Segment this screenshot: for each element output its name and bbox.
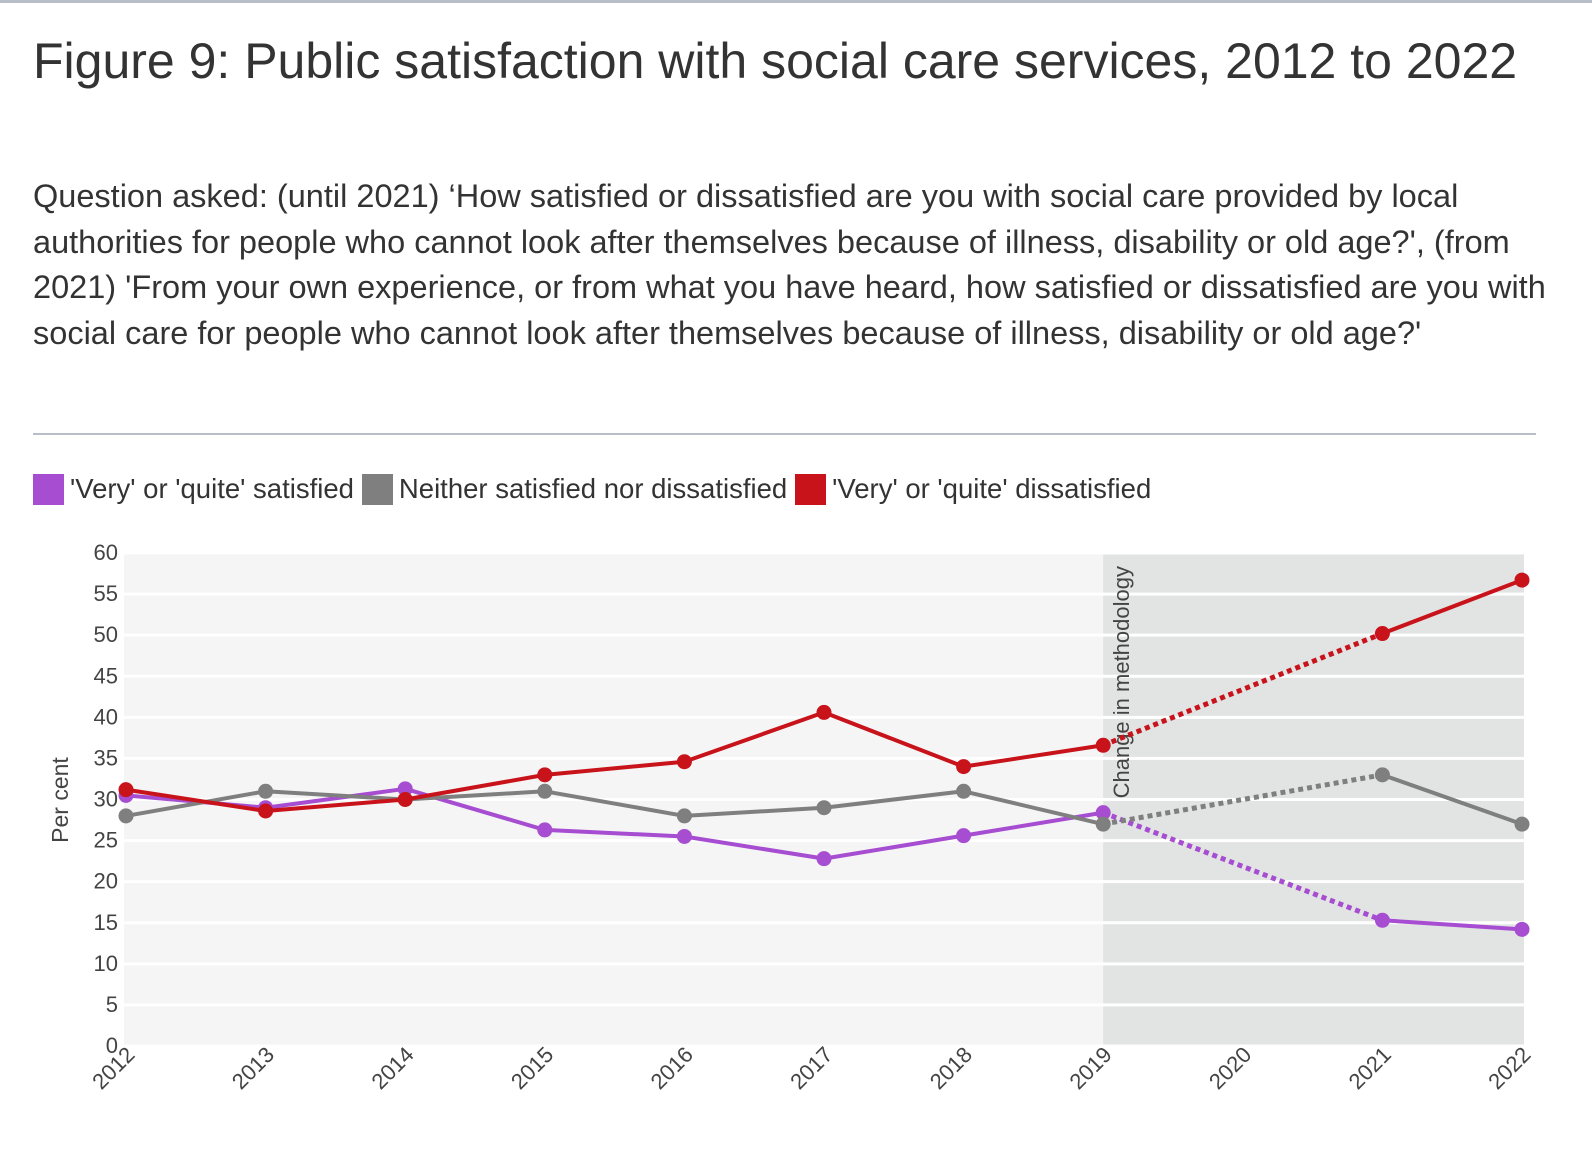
x-tick-label: 2012	[87, 1042, 139, 1094]
methodology-annotation: Change in methodology	[1109, 566, 1134, 798]
x-tick-label: 2022	[1483, 1042, 1535, 1094]
series-dotted-segment	[1102, 772, 1383, 827]
data-point[interactable]	[1095, 737, 1111, 753]
y-axis-ticks: 0 5 10 15 20 25 30 35 40 45 50 55 60	[94, 540, 118, 1058]
series-line	[1381, 772, 1523, 827]
y-tick-label: 15	[94, 910, 118, 935]
data-point[interactable]	[956, 783, 972, 799]
legend-swatch-satisfied	[33, 473, 64, 505]
y-tick-label: 0	[106, 1033, 118, 1058]
legend-item-satisfied[interactable]: 'Very' or 'quite' satisfied	[33, 473, 354, 505]
x-tick-label: 2013	[227, 1042, 279, 1094]
x-tick-label: 2017	[785, 1042, 837, 1094]
data-point[interactable]	[956, 828, 972, 844]
y-tick-label: 20	[94, 869, 118, 894]
data-point[interactable]	[1374, 626, 1390, 642]
x-tick-label: 2019	[1064, 1042, 1116, 1094]
data-point[interactable]	[1374, 912, 1390, 928]
data-point[interactable]	[118, 782, 134, 798]
y-tick-label: 55	[94, 581, 118, 606]
data-point[interactable]	[537, 767, 553, 783]
legend-label-satisfied: 'Very' or 'quite' satisfied	[70, 473, 354, 504]
data-point[interactable]	[816, 704, 832, 720]
series-line	[125, 789, 1104, 827]
legend-swatch-dissatisfied	[795, 473, 827, 505]
data-point[interactable]	[118, 808, 134, 824]
data-point[interactable]	[676, 808, 692, 824]
data-point[interactable]	[1514, 572, 1530, 588]
figure-subtitle: Question asked: (until 2021) ‘How satisf…	[33, 178, 1546, 351]
series-line	[125, 786, 1104, 861]
x-tick-label: 2015	[506, 1042, 558, 1094]
y-tick-label: 5	[106, 992, 118, 1017]
data-point[interactable]	[537, 783, 553, 799]
data-point[interactable]	[1514, 816, 1530, 832]
y-tick-label: 30	[94, 787, 118, 812]
y-tick-label: 40	[94, 704, 118, 729]
y-tick-label: 60	[94, 540, 118, 565]
series-line	[1381, 578, 1523, 636]
y-gridlines	[124, 551, 1524, 1048]
chart-legend: 'Very' or 'quite' satisfied Neither sati…	[33, 470, 1159, 508]
series-line	[1382, 918, 1523, 932]
x-tick-label: 2016	[646, 1042, 698, 1094]
legend-label-neither: Neither satisfied nor dissatisfied	[398, 473, 788, 504]
data-point[interactable]	[1374, 767, 1390, 783]
top-rule	[0, 0, 1592, 3]
x-tick-label: 2014	[366, 1042, 418, 1094]
figure-title: Figure 9: Public satisfaction with socia…	[33, 33, 1518, 89]
x-tick-label: 2018	[925, 1042, 977, 1094]
x-axis-ticks: 2012 2013 2014 2015 2016 2017 2018 2019 2020 2021…	[87, 1042, 1535, 1094]
legend-label-dissatisfied: 'Very' or 'quite' dissatisfied	[832, 473, 1152, 504]
y-tick-label: 50	[94, 622, 118, 647]
y-tick-label: 35	[94, 745, 118, 770]
data-point[interactable]	[816, 800, 832, 816]
series-2	[118, 572, 1530, 819]
series-line	[125, 710, 1104, 814]
y-tick-label: 45	[94, 663, 118, 688]
x-tick-label: 2021	[1344, 1042, 1396, 1094]
data-point[interactable]	[676, 754, 692, 770]
data-point[interactable]	[1514, 921, 1530, 937]
data-point[interactable]	[397, 781, 413, 797]
legend-item-neither[interactable]: Neither satisfied nor dissatisfied	[361, 473, 788, 505]
series-group	[118, 572, 1530, 937]
data-point[interactable]	[537, 822, 553, 838]
data-point[interactable]	[956, 759, 972, 775]
y-tick-label: 10	[94, 951, 118, 976]
series-dotted-segment	[1102, 810, 1384, 923]
data-point[interactable]	[1095, 816, 1111, 832]
x-tick-label: 2020	[1204, 1042, 1256, 1094]
data-point[interactable]	[258, 803, 274, 819]
data-point[interactable]	[397, 792, 413, 807]
legend-item-dissatisfied[interactable]: 'Very' or 'quite' dissatisfied	[795, 473, 1151, 505]
header-divider	[33, 433, 1536, 435]
data-point[interactable]	[816, 851, 832, 867]
legend-swatch-neither	[361, 473, 393, 505]
series-0	[118, 781, 1530, 937]
data-point[interactable]	[1095, 805, 1111, 821]
data-point[interactable]	[676, 828, 692, 844]
y-axis-label: Per cent	[47, 757, 73, 843]
data-point[interactable]	[258, 783, 274, 799]
y-tick-label: 25	[94, 828, 118, 853]
